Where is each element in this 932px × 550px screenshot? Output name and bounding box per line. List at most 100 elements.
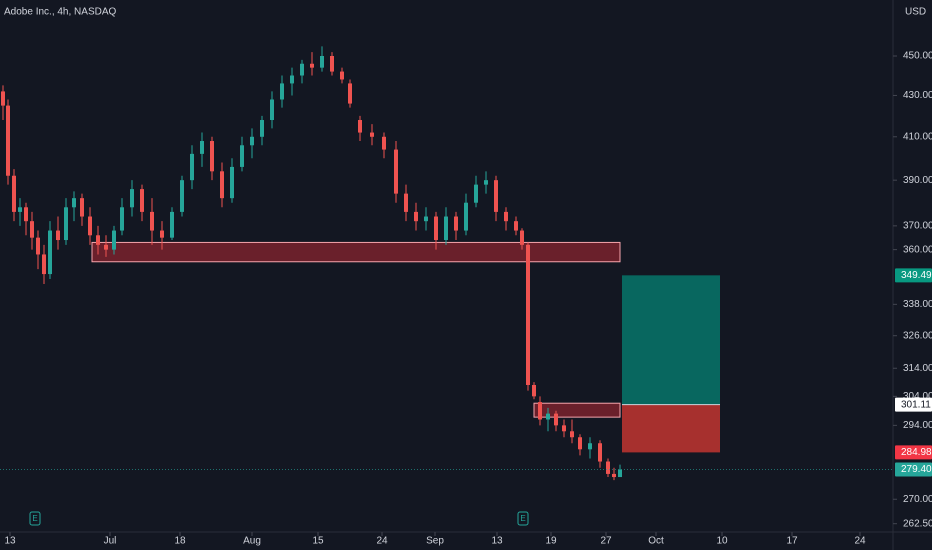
candle-body xyxy=(514,221,518,231)
candle-body xyxy=(200,141,204,154)
price-tag xyxy=(895,462,932,477)
candle-body xyxy=(358,120,362,133)
candle-body xyxy=(454,216,458,231)
candle-body xyxy=(434,216,438,241)
candle-body xyxy=(532,384,536,397)
candle-body xyxy=(260,120,264,137)
candle-body xyxy=(290,75,294,84)
earnings-label: E xyxy=(32,514,37,523)
price-tag-label: 279.40 xyxy=(901,464,932,475)
y-tick-label: 314.00 xyxy=(903,363,932,374)
candle-body xyxy=(598,443,602,462)
candle-body xyxy=(606,461,610,474)
x-tick-label: Sep xyxy=(426,536,444,547)
x-tick-label: 13 xyxy=(491,536,503,547)
candle-body xyxy=(30,221,34,238)
price-tag-label: 301.11 xyxy=(901,399,931,410)
candle-body xyxy=(320,56,324,68)
candle-body xyxy=(24,207,28,222)
price-tag-label: 349.49 xyxy=(901,270,932,281)
target-area xyxy=(622,275,720,405)
candle-body xyxy=(80,198,84,217)
candle-body xyxy=(570,431,574,438)
price-tag xyxy=(895,397,932,412)
y-tick-label: 360.00 xyxy=(903,244,932,255)
candle-body xyxy=(64,207,68,241)
candle-body xyxy=(270,99,274,121)
candle-body xyxy=(394,149,398,194)
candle-body xyxy=(130,189,134,208)
candle-body xyxy=(474,184,478,203)
candle-body xyxy=(348,83,352,104)
x-tick-label: 10 xyxy=(716,536,728,547)
candle-body xyxy=(340,71,344,80)
candle-body xyxy=(18,207,22,212)
x-tick-label: 24 xyxy=(376,536,388,547)
candle-body xyxy=(210,141,214,172)
candle-body xyxy=(330,56,334,72)
candle-body xyxy=(1,91,5,106)
candle-body xyxy=(504,211,508,222)
candle-body xyxy=(370,132,374,137)
x-tick-label: 13 xyxy=(4,536,16,547)
y-tick-label: 270.00 xyxy=(903,494,932,505)
y-tick-label: 450.00 xyxy=(903,51,932,62)
candle-body xyxy=(48,230,52,275)
y-tick-label: 262.50 xyxy=(903,518,932,529)
candle-body xyxy=(494,180,498,212)
candle-body xyxy=(150,211,154,231)
candle-body xyxy=(546,413,550,420)
candle-body xyxy=(36,237,40,255)
candle-body xyxy=(96,235,100,245)
candle-body xyxy=(424,216,428,222)
candle-body xyxy=(520,230,524,245)
y-tick-label: 390.00 xyxy=(903,175,932,186)
candle-body xyxy=(112,230,116,250)
candle-body xyxy=(404,193,408,212)
candle-body xyxy=(280,83,284,100)
candle-body xyxy=(612,473,616,478)
candle-body xyxy=(250,136,254,146)
x-tick-label: Aug xyxy=(243,536,261,547)
x-tick-label: 19 xyxy=(545,536,557,547)
candle-body xyxy=(444,216,448,241)
x-tick-label: 17 xyxy=(786,536,798,547)
candle-body xyxy=(104,244,108,250)
y-tick-label: 338.00 xyxy=(903,299,932,310)
currency: USD xyxy=(905,7,926,18)
y-tick-label: 304.00 xyxy=(903,391,932,402)
candle-body xyxy=(578,437,582,450)
candle-body xyxy=(170,211,174,238)
candle-body xyxy=(464,202,468,231)
price-tag xyxy=(895,445,932,460)
stop-area xyxy=(622,404,720,453)
candle-body xyxy=(72,198,76,208)
earnings-label: E xyxy=(520,514,525,523)
candle-body xyxy=(88,216,92,236)
candle-body xyxy=(42,254,46,275)
candle-body xyxy=(382,136,386,150)
x-tick-label: 27 xyxy=(600,536,612,547)
x-tick-label: 15 xyxy=(312,536,324,547)
candle-body xyxy=(484,180,488,185)
price-tag-label: 284.98 xyxy=(901,447,932,458)
candle-body xyxy=(56,230,60,241)
candle-body xyxy=(240,145,244,167)
candle-body xyxy=(414,211,418,222)
candle-body xyxy=(526,244,530,385)
candle-body xyxy=(538,402,542,420)
candle-body xyxy=(160,230,164,238)
x-tick-label: Jul xyxy=(104,536,117,547)
y-tick-label: 430.00 xyxy=(903,90,932,101)
x-tick-label: Oct xyxy=(648,536,664,547)
y-tick-label: 294.00 xyxy=(903,420,932,431)
y-tick-label: 370.00 xyxy=(903,220,932,231)
x-tick-label: 24 xyxy=(854,536,866,547)
y-tick-label: 410.00 xyxy=(903,131,932,142)
earnings-icon xyxy=(29,511,41,526)
candle-body xyxy=(588,443,592,450)
candle-body xyxy=(120,207,124,231)
candle-body xyxy=(310,63,314,68)
earnings-icon xyxy=(517,511,529,526)
